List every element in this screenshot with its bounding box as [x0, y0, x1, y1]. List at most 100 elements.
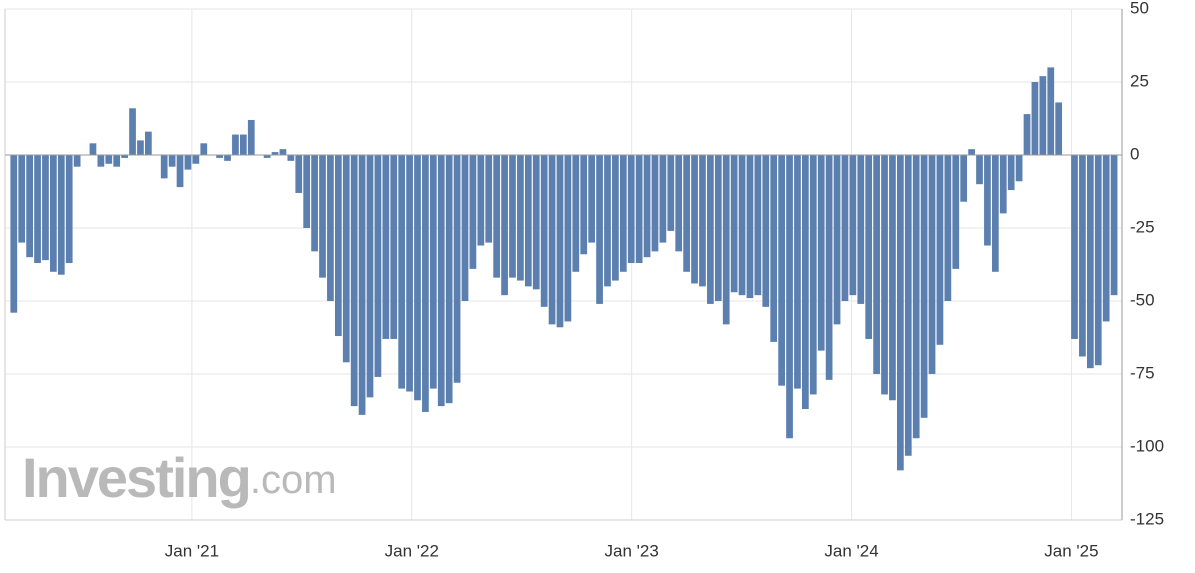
bar — [912, 155, 920, 439]
x-tick-label: Jan '24 — [824, 541, 878, 560]
bar — [168, 155, 176, 167]
bar — [952, 155, 960, 269]
bar — [699, 155, 706, 287]
bar — [627, 155, 635, 264]
bar — [216, 155, 223, 158]
bar — [707, 155, 714, 304]
bar — [635, 155, 643, 264]
bar — [73, 155, 81, 167]
bar — [485, 155, 493, 243]
bar — [944, 155, 952, 301]
bar — [802, 155, 809, 410]
bar — [588, 155, 596, 243]
bar — [920, 155, 928, 418]
bar — [429, 155, 437, 389]
bar — [437, 155, 445, 407]
bar — [778, 155, 785, 386]
y-tick-label: -50 — [1130, 290, 1155, 309]
bar — [57, 155, 65, 275]
bar — [960, 155, 968, 202]
bar — [334, 155, 342, 337]
bar — [239, 134, 247, 155]
bar — [572, 155, 580, 272]
bar — [287, 155, 295, 161]
bar — [612, 155, 619, 281]
bar — [327, 155, 334, 301]
bar — [319, 155, 326, 278]
bar — [34, 155, 41, 264]
bar — [556, 155, 564, 328]
y-tick-label: -75 — [1130, 363, 1155, 382]
bar — [493, 155, 501, 278]
bar — [596, 155, 603, 304]
bar — [817, 155, 825, 351]
bar — [675, 155, 683, 252]
bar — [509, 155, 516, 278]
bar — [160, 155, 168, 179]
bar — [564, 155, 572, 322]
bar — [968, 149, 975, 155]
bar — [524, 155, 532, 287]
bar — [517, 155, 524, 281]
bar — [382, 155, 390, 339]
brand-suffix: .com — [250, 458, 337, 502]
bar — [904, 155, 912, 456]
bar — [1031, 82, 1039, 155]
bar — [144, 131, 152, 155]
bar — [295, 155, 303, 193]
bar — [659, 155, 667, 243]
bar — [342, 155, 350, 363]
bar — [1102, 155, 1110, 322]
bar — [730, 155, 738, 293]
bar — [833, 155, 841, 325]
bar — [279, 149, 287, 155]
bar — [390, 155, 398, 339]
bar — [224, 155, 231, 161]
bar — [366, 155, 374, 398]
bar — [137, 140, 144, 155]
bar — [889, 155, 896, 401]
bar — [746, 155, 754, 299]
bar — [97, 155, 105, 167]
x-tick-label: Jan '22 — [385, 541, 439, 560]
y-tick-label: 25 — [1130, 71, 1149, 90]
bar — [1094, 155, 1102, 366]
bar — [667, 155, 675, 231]
bar — [1015, 155, 1023, 182]
bar — [121, 155, 128, 158]
bar — [825, 155, 833, 380]
bar — [762, 155, 770, 307]
bar — [18, 155, 26, 243]
bar — [398, 155, 406, 389]
bar — [26, 155, 33, 258]
brand: Investing.com — [22, 446, 337, 509]
bar — [477, 155, 485, 246]
bar — [722, 155, 730, 325]
bar — [738, 155, 746, 296]
x-tick-label: Jan '25 — [1044, 541, 1098, 560]
y-tick-label: 50 — [1130, 0, 1149, 17]
bar — [271, 152, 279, 155]
bar — [192, 155, 200, 164]
bar — [65, 155, 73, 264]
bar — [809, 155, 817, 395]
bar — [999, 155, 1007, 214]
bar — [453, 155, 461, 383]
bar — [532, 155, 540, 290]
bar — [263, 155, 271, 158]
bar — [841, 155, 849, 301]
bar — [1039, 76, 1047, 155]
bar — [984, 155, 991, 246]
bar — [247, 119, 255, 155]
bar — [89, 143, 97, 155]
bar — [857, 155, 865, 304]
bar — [311, 155, 318, 252]
bar — [991, 155, 999, 272]
bar — [10, 155, 18, 313]
x-tick-label: Jan '23 — [605, 541, 659, 560]
bar — [865, 155, 873, 339]
y-tick-label: -100 — [1130, 436, 1164, 455]
bar — [691, 155, 698, 284]
bar — [683, 155, 690, 272]
